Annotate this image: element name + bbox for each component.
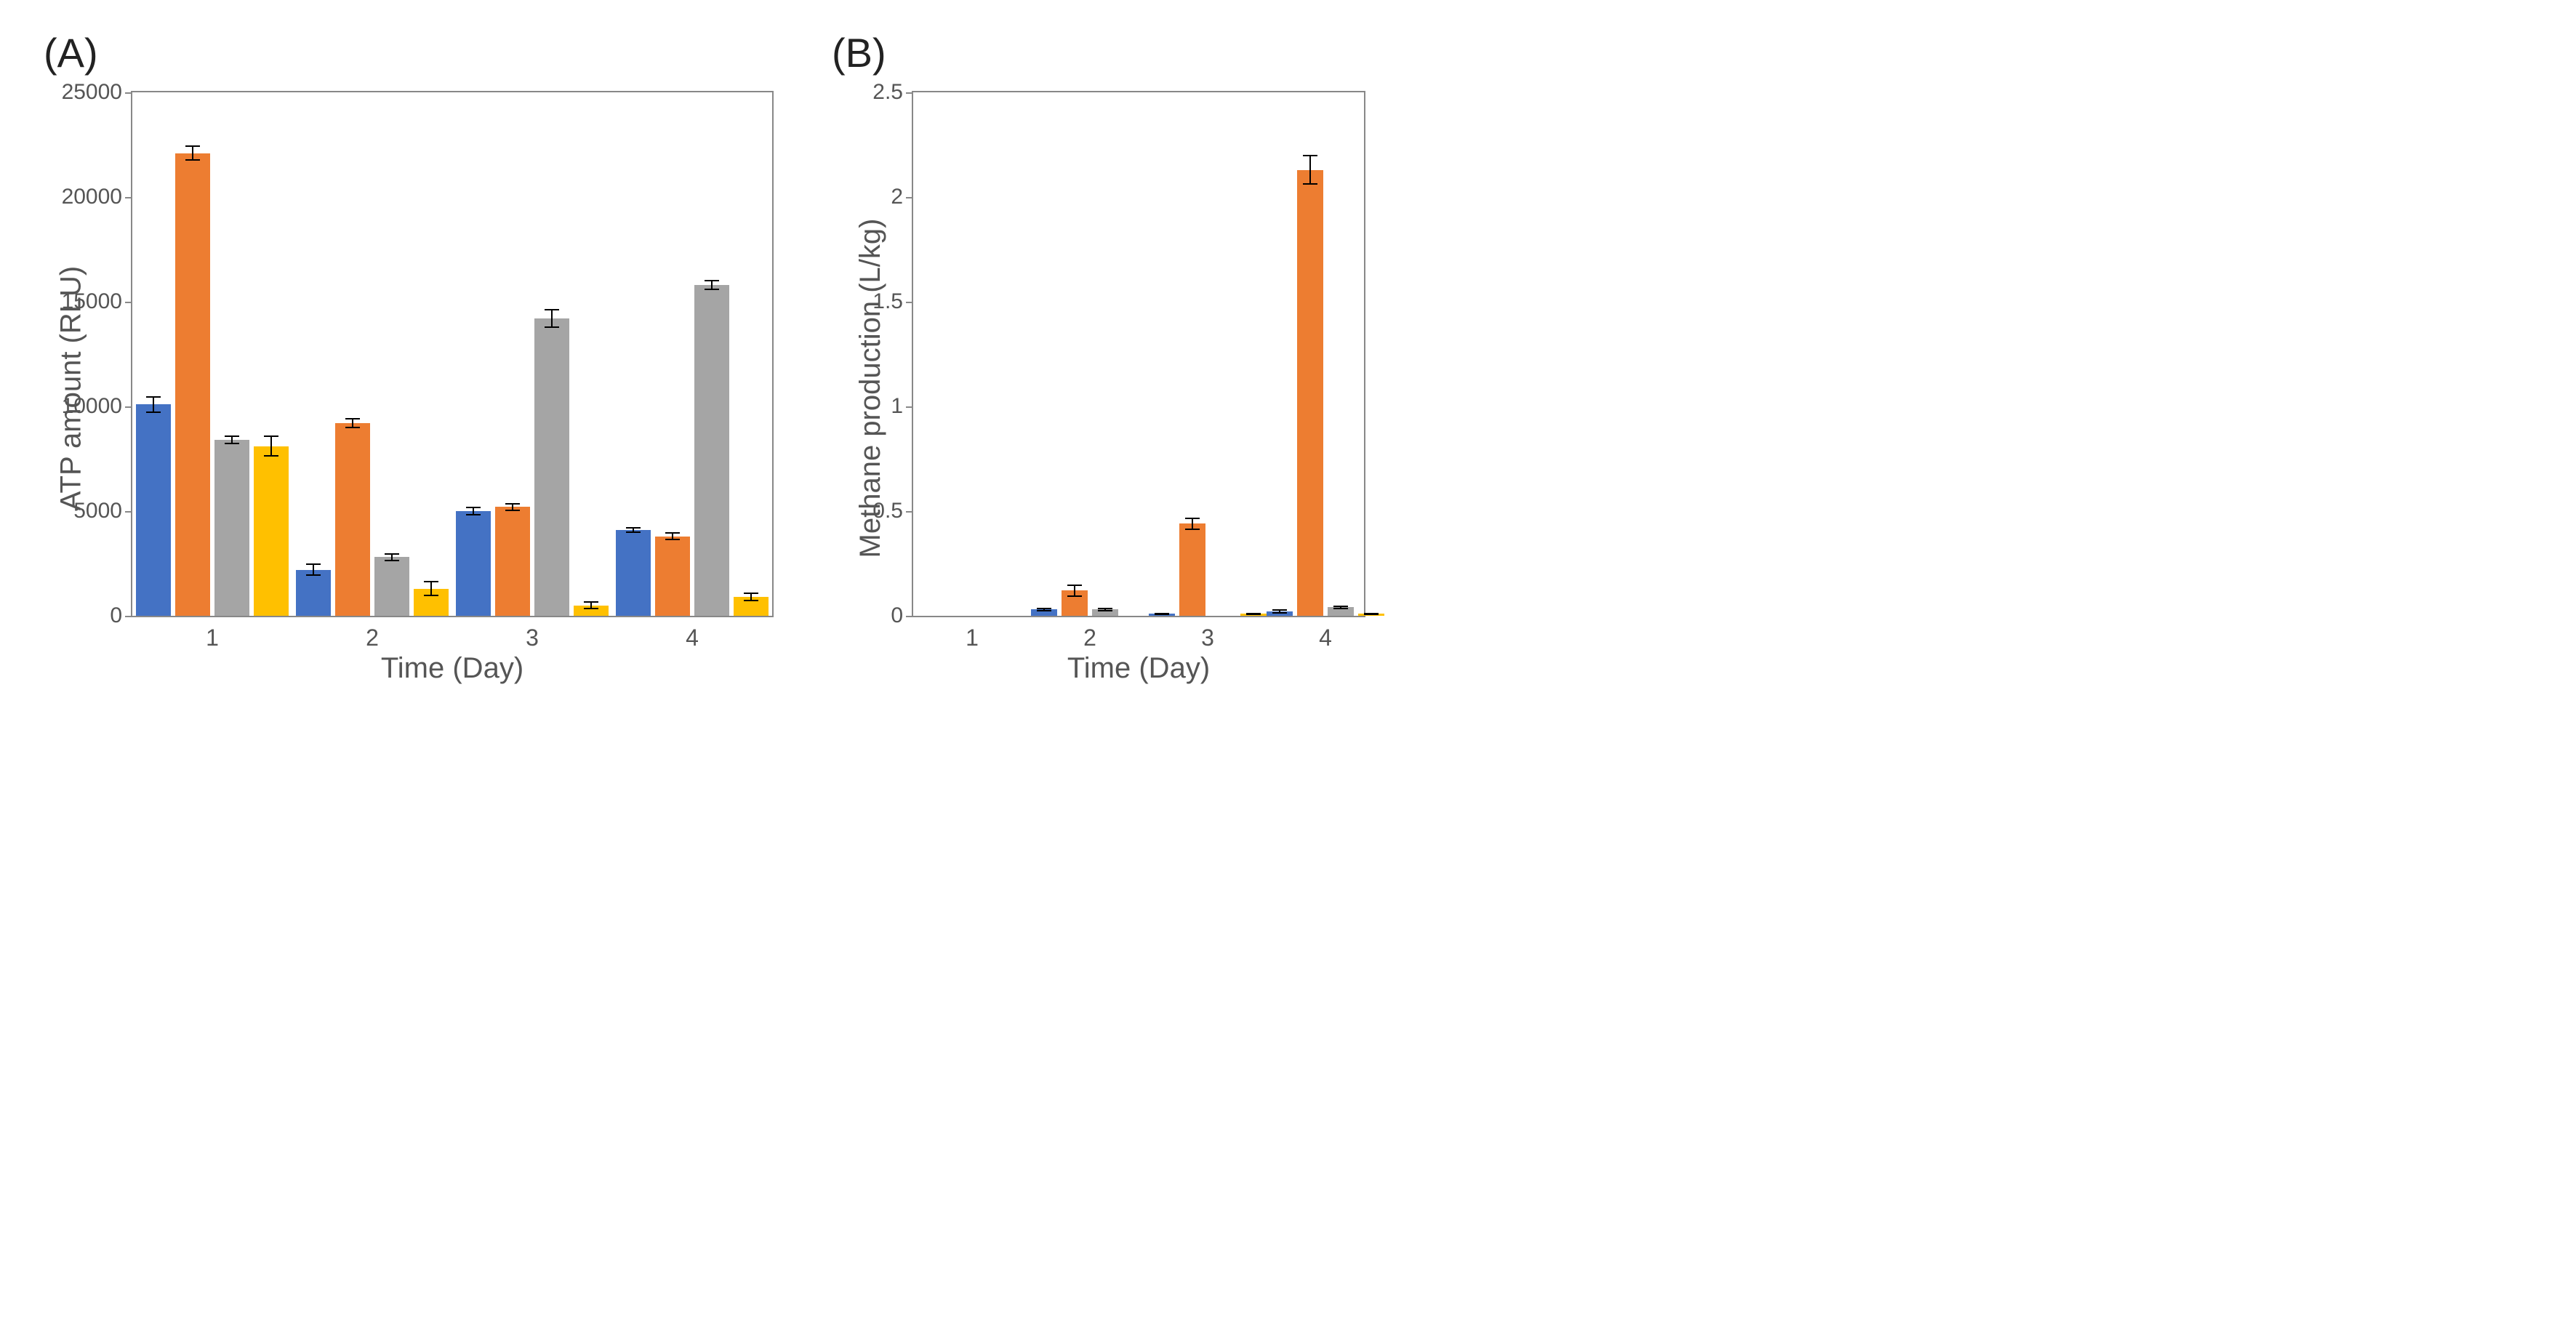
xtick-label: 1 <box>966 625 979 651</box>
panel-a-chart: ATP amount (RLU) 05000100001500020000250… <box>29 91 774 685</box>
bar <box>1031 609 1057 616</box>
error-bar <box>1104 608 1106 612</box>
error-bar <box>192 145 193 160</box>
panel-a-xlabel: Time (Day) <box>131 652 774 685</box>
bar <box>214 440 249 616</box>
bar-group: 3 <box>452 92 612 616</box>
panel-b-chart: Methane production (L/kg) 00.511.522.512… <box>817 91 1365 685</box>
error-bar <box>231 435 233 444</box>
bar <box>1358 614 1384 616</box>
error-bar <box>473 507 474 515</box>
xtick-label: 2 <box>1083 625 1096 651</box>
bar <box>456 511 491 616</box>
error-bar <box>711 280 713 290</box>
bar <box>374 557 409 616</box>
error-bar <box>1074 585 1075 597</box>
xtick-label: 4 <box>686 625 699 651</box>
error-bar <box>750 593 752 601</box>
figure-container: (A) ATP amount (RLU) 0500010000150002000… <box>29 29 2547 685</box>
bar <box>495 507 530 616</box>
bar <box>655 537 690 616</box>
bar <box>1179 523 1205 616</box>
bar <box>1149 614 1175 616</box>
bar <box>534 318 569 616</box>
error-bar <box>153 396 154 413</box>
error-bar <box>352 418 353 428</box>
error-bar <box>672 532 673 541</box>
xtick-label: 1 <box>206 625 219 651</box>
error-bar <box>1279 609 1280 614</box>
error-bar <box>391 553 393 562</box>
panel-b-xlabel: Time (Day) <box>912 652 1365 685</box>
panel-b-label: (B) <box>832 29 1365 76</box>
ytick: 15000 <box>62 289 132 314</box>
bar <box>335 423 370 616</box>
error-bar <box>270 435 272 457</box>
error-bar <box>1192 518 1193 530</box>
xtick-label: 4 <box>1319 625 1332 651</box>
xtick-label: 3 <box>1201 625 1214 651</box>
xtick-label: 2 <box>366 625 379 651</box>
bar-group: 4 <box>612 92 772 616</box>
ytick: 5000 <box>73 499 132 523</box>
panel-b: (B) Methane production (L/kg) 00.511.522… <box>817 29 1365 685</box>
bar <box>136 404 171 616</box>
error-bar <box>1043 608 1045 612</box>
ytick: 25000 <box>62 80 132 105</box>
panel-a: (A) ATP amount (RLU) 0500010000150002000… <box>29 29 774 685</box>
error-bar <box>633 527 634 534</box>
ytick: 0.5 <box>872 499 913 523</box>
bar <box>1297 170 1323 616</box>
ytick: 2.5 <box>872 80 913 105</box>
bar <box>574 606 609 616</box>
bar-group: 2 <box>1031 92 1149 616</box>
error-bar <box>590 601 592 610</box>
bar-group: 3 <box>1149 92 1267 616</box>
ytick: 0 <box>110 603 132 628</box>
xtick-label: 3 <box>526 625 539 651</box>
bar <box>175 153 210 616</box>
error-bar <box>313 563 314 576</box>
bar-groups: 1234 <box>132 92 772 616</box>
bar-group: 2 <box>292 92 452 616</box>
bar <box>1328 607 1354 616</box>
panel-a-plot-frame: 05000100001500020000250001234 <box>131 91 774 617</box>
bar <box>694 285 729 616</box>
bar <box>414 589 449 616</box>
bar-group: 1 <box>132 92 292 616</box>
error-bar <box>551 309 553 328</box>
bar <box>1092 609 1118 616</box>
error-bar <box>430 581 432 595</box>
ytick: 0 <box>891 603 913 628</box>
ytick: 2 <box>891 185 913 209</box>
ytick: 1 <box>891 394 913 419</box>
bar <box>616 530 651 616</box>
bar <box>1062 590 1088 616</box>
ytick: 1.5 <box>872 289 913 314</box>
bar <box>1240 614 1267 616</box>
bar <box>254 446 289 616</box>
error-bar <box>1253 613 1254 615</box>
error-bar <box>512 503 513 512</box>
ytick: 20000 <box>62 185 132 209</box>
bar-group: 1 <box>913 92 1031 616</box>
panel-a-label: (A) <box>44 29 774 76</box>
bar <box>1267 611 1293 616</box>
error-bar <box>1340 606 1341 610</box>
bar <box>296 570 331 616</box>
error-bar <box>1161 613 1163 615</box>
bar-group: 4 <box>1267 92 1384 616</box>
ytick: 10000 <box>62 394 132 419</box>
bar <box>734 597 769 616</box>
error-bar <box>1371 613 1372 615</box>
bar-groups: 1234 <box>913 92 1364 616</box>
panel-b-plot-frame: 00.511.522.51234 <box>912 91 1365 617</box>
error-bar <box>1309 155 1311 184</box>
